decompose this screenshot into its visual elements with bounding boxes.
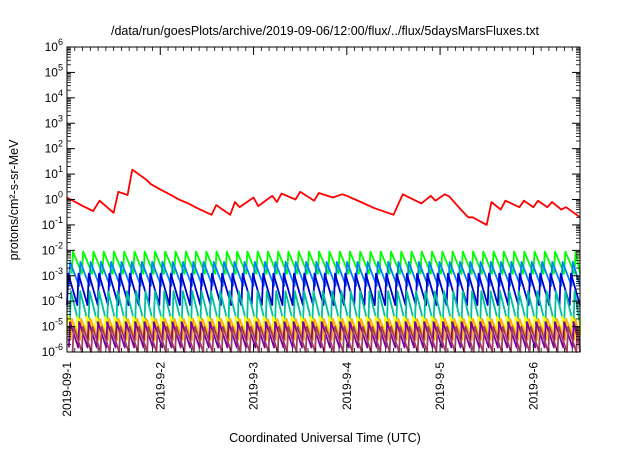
y-tick-label: 10-3 (42, 266, 63, 283)
y-tick-label: 101 (45, 164, 63, 181)
y-tick-label: 105 (45, 62, 63, 79)
series-line-8 (71, 325, 581, 353)
y-tick-label: 104 (45, 88, 63, 105)
series-line-4 (68, 290, 581, 326)
series-line-2 (68, 261, 581, 287)
y-tick-label: 102 (45, 139, 63, 156)
series-line-1 (70, 250, 581, 275)
y-tick-label: 10-1 (42, 215, 63, 232)
plot-series (66, 168, 581, 353)
y-axis: 10-6 10-5 10-4 10-3 10-2 10-1 100 101 102 103 104 1… (42, 37, 580, 359)
x-axis: 2019-09-1 2019-9-2 2019-9-3 2019-9-4 2019-9-… (60, 47, 581, 417)
y-tick-label: 10-6 (42, 342, 63, 359)
y-tick-label: 106 (45, 37, 63, 54)
x-tick-label: 2019-9-3 (247, 362, 261, 410)
x-tick-label: 2019-9-6 (526, 362, 540, 410)
y-tick-label: 10-5 (42, 317, 63, 334)
y-tick-label: 10-4 (42, 291, 63, 308)
chart-title: /data/run/goesPlots/archive/2019-09-06/1… (111, 24, 540, 38)
y-tick-label: 103 (45, 113, 63, 130)
y-tick-label: 10-2 (42, 240, 63, 257)
y-tick-label: 100 (45, 190, 63, 207)
x-tick-label: 2019-09-1 (60, 362, 74, 417)
series-line-3 (66, 272, 581, 306)
x-tick-label: 2019-9-5 (433, 362, 447, 410)
x-tick-label: 2019-9-2 (153, 362, 167, 410)
x-axis-label: Coordinated Universal Time (UTC) (229, 431, 421, 445)
x-tick-label: 2019-9-4 (340, 362, 354, 410)
series-line-0 (66, 168, 581, 226)
y-axis-label: protons/cm²-s-sr-MeV (7, 139, 21, 261)
series-line-6 (69, 318, 581, 341)
